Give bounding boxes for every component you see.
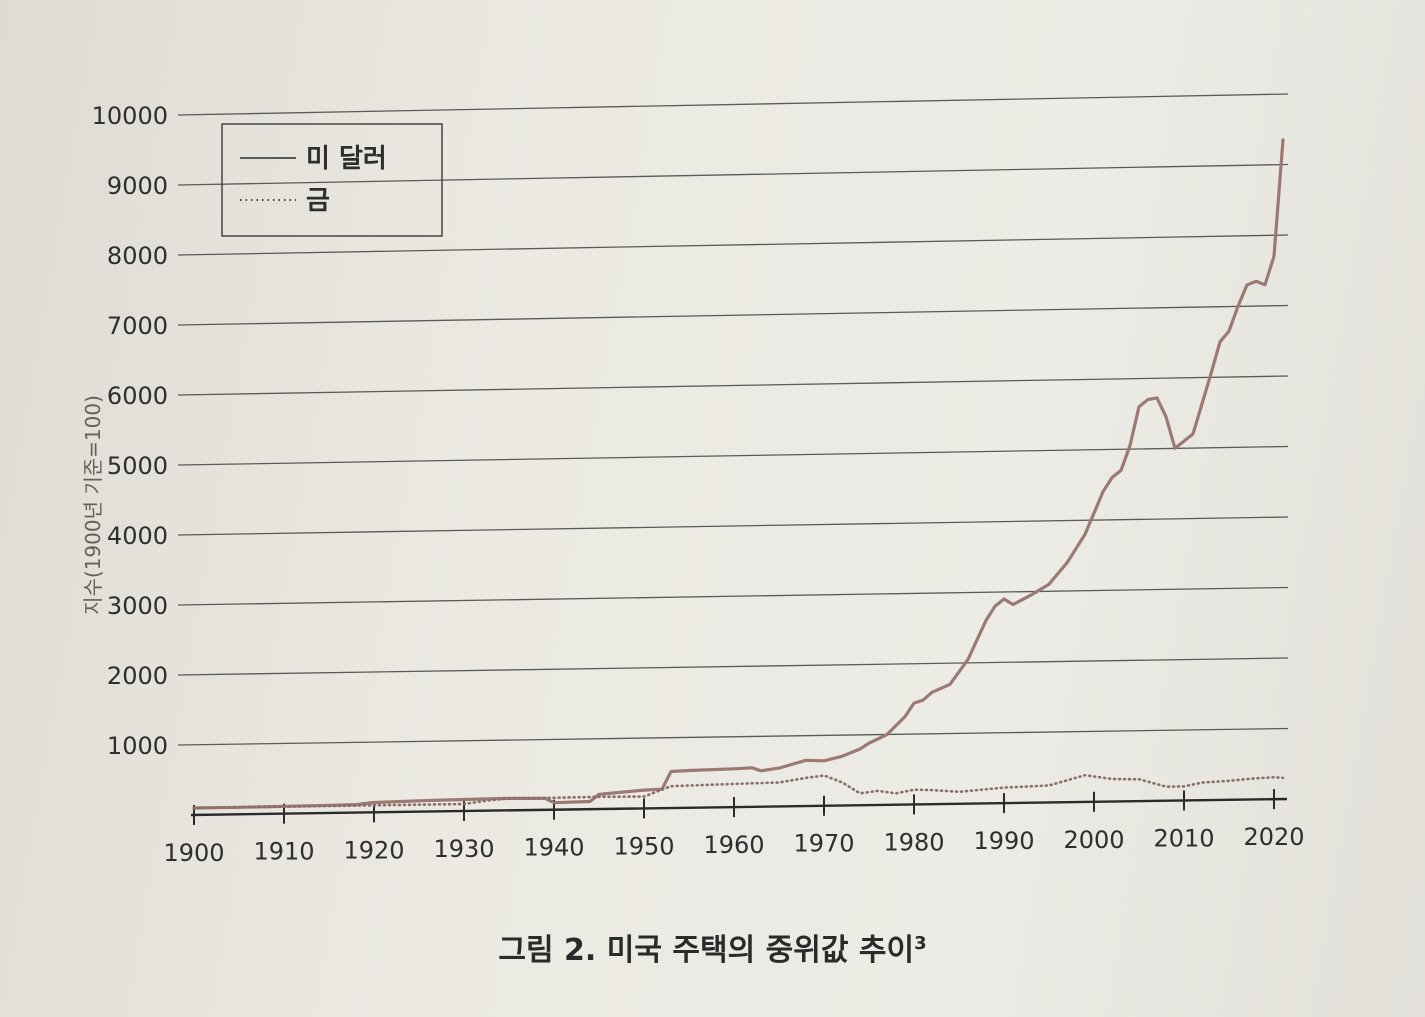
series-line-usd (192, 138, 1285, 810)
gridline-2000 (177, 657, 1289, 676)
gridline-9000 (177, 163, 1289, 186)
y-tick-3000: 3000 (107, 592, 168, 620)
y-tick-1000: 1000 (107, 732, 168, 760)
gridline-1000 (177, 727, 1289, 746)
gridlines (177, 93, 1289, 746)
x-tick-1950: 1950 (613, 832, 674, 860)
x-axis (190, 789, 1288, 825)
legend-box (221, 123, 443, 237)
y-tick-2000: 2000 (107, 662, 168, 690)
x-tick-1940: 1940 (523, 834, 584, 862)
x-tick-labels: 1900 1910 1920 1930 1940 1950 1960 1970 1980 1990… (163, 823, 1304, 867)
y-tick-9000: 9000 (107, 172, 168, 200)
series-layer (192, 138, 1285, 810)
x-tick-2010: 2010 (1153, 824, 1214, 852)
y-tick-10000: 10000 (92, 102, 168, 130)
y-tick-8000: 8000 (107, 242, 168, 270)
x-tick-1980: 1980 (883, 828, 944, 856)
gridline-5000 (177, 445, 1289, 466)
gridline-7000 (177, 304, 1289, 326)
y-tick-5000: 5000 (107, 452, 168, 480)
series-line-gold (192, 773, 1285, 810)
x-axis-line (190, 797, 1288, 817)
x-tick-1960: 1960 (703, 831, 764, 859)
legend: 미 달러 금 (221, 123, 443, 237)
x-tick-1930: 1930 (433, 835, 494, 863)
gridline-6000 (177, 375, 1289, 396)
y-tick-labels: 1000 2000 3000 4000 5000 6000 7000 8000 9000 1000… (92, 102, 168, 760)
x-tick-1990: 1990 (973, 827, 1034, 855)
y-tick-6000: 6000 (107, 382, 168, 410)
legend-label-gold: 금 (306, 186, 330, 216)
x-tick-2000: 2000 (1063, 826, 1124, 854)
y-tick-4000: 4000 (107, 522, 168, 550)
gridline-8000 (177, 234, 1289, 256)
x-tick-2020: 2020 (1243, 823, 1304, 851)
x-tick-1970: 1970 (793, 830, 854, 858)
legend-label-usd: 미 달러 (306, 144, 387, 174)
gridline-4000 (177, 516, 1289, 536)
y-tick-7000: 7000 (107, 312, 168, 340)
x-tick-1900: 1900 (163, 839, 224, 867)
y-axis-label: 지수(1900년 기준=100) (81, 395, 105, 615)
gridline-3000 (177, 586, 1289, 606)
x-tick-1920: 1920 (343, 836, 404, 864)
caption-text: 그림 2. 미국 주택의 중위값 추이 (498, 933, 915, 968)
gridline-10000 (177, 93, 1289, 116)
caption-footnote-mark: 3 (914, 933, 927, 954)
figure-caption: 그림 2. 미국 주택의 중위값 추이3 (0, 925, 1425, 969)
x-tick-1910: 1910 (253, 838, 314, 866)
